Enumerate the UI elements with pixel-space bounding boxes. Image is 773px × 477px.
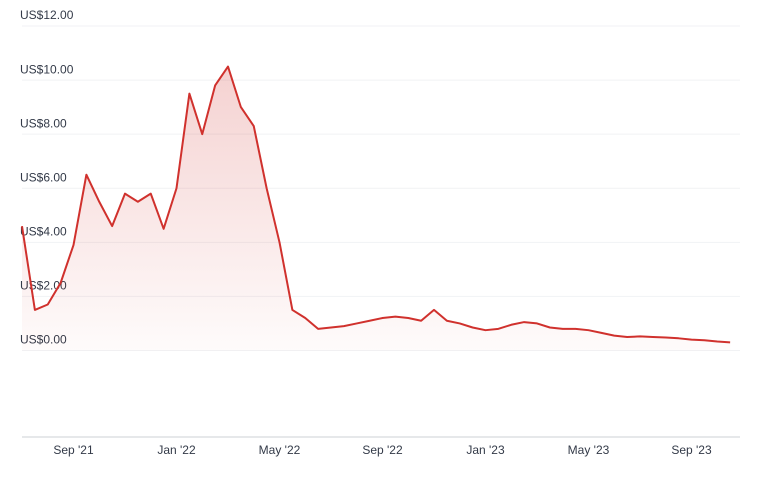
y-tick-label: US$8.00 — [20, 116, 67, 130]
x-tick-label: Sep '21 — [53, 443, 94, 457]
x-tick-label: Jan '22 — [157, 443, 196, 457]
y-tick-label: US$10.00 — [20, 62, 74, 76]
x-tick-label: May '22 — [259, 443, 301, 457]
y-tick-label: US$6.00 — [20, 170, 67, 184]
x-tick-label: Sep '23 — [671, 443, 712, 457]
y-tick-label: US$12.00 — [20, 8, 74, 22]
area-fill — [22, 66, 731, 351]
x-tick-label: Sep '22 — [362, 443, 403, 457]
x-tick-label: Jan '23 — [466, 443, 505, 457]
y-tick-label: US$4.00 — [20, 224, 67, 238]
x-tick-label: May '23 — [568, 443, 610, 457]
price-line — [21, 65, 731, 344]
